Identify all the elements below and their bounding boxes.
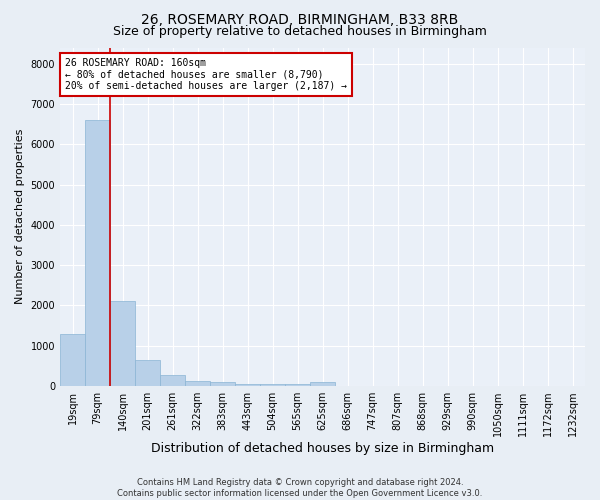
X-axis label: Distribution of detached houses by size in Birmingham: Distribution of detached houses by size … — [151, 442, 494, 455]
Bar — [285, 384, 310, 386]
Bar — [185, 381, 210, 386]
Text: Size of property relative to detached houses in Birmingham: Size of property relative to detached ho… — [113, 25, 487, 38]
Bar — [235, 384, 260, 386]
Text: 26, ROSEMARY ROAD, BIRMINGHAM, B33 8RB: 26, ROSEMARY ROAD, BIRMINGHAM, B33 8RB — [142, 12, 458, 26]
Bar — [85, 120, 110, 386]
Bar — [135, 360, 160, 386]
Bar — [310, 382, 335, 386]
Bar — [210, 382, 235, 386]
Bar — [110, 302, 135, 386]
Bar — [60, 334, 85, 386]
Bar — [260, 384, 285, 386]
Text: 26 ROSEMARY ROAD: 160sqm
← 80% of detached houses are smaller (8,790)
20% of sem: 26 ROSEMARY ROAD: 160sqm ← 80% of detach… — [65, 58, 347, 91]
Text: Contains HM Land Registry data © Crown copyright and database right 2024.
Contai: Contains HM Land Registry data © Crown c… — [118, 478, 482, 498]
Bar — [160, 375, 185, 386]
Y-axis label: Number of detached properties: Number of detached properties — [15, 129, 25, 304]
